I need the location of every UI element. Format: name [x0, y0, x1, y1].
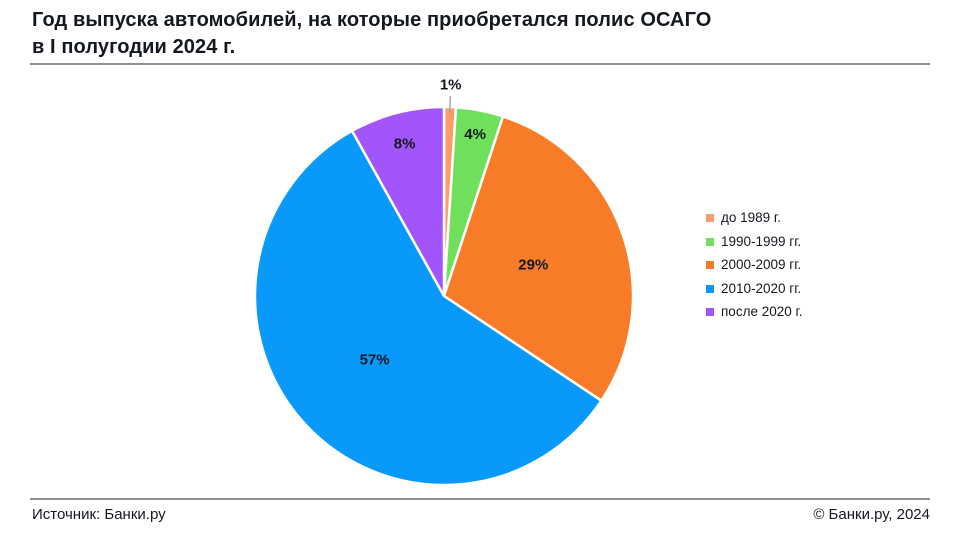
legend-label: 2010-2020 гг.: [721, 280, 802, 296]
legend-item-0: до 1989 г.: [706, 211, 803, 225]
legend-label: 1990-1999 гг.: [721, 233, 802, 249]
legend-swatch-icon: [706, 214, 714, 222]
legend-swatch-icon: [706, 308, 714, 316]
pie-slice-3: [253, 129, 603, 487]
legend-item-2: 2000-2009 гг.: [706, 258, 803, 272]
legend-swatch-icon: [706, 261, 714, 269]
legend: до 1989 г. 1990-1999 гг. 2000-2009 гг. 2010…: [706, 211, 803, 319]
pie-slice-value-label: 29%: [518, 257, 548, 274]
page-title-line-1: Год выпуска автомобилей, на которые прио…: [32, 9, 712, 31]
pie-slice-value-label: 4%: [464, 126, 486, 143]
legend-item-4: после 2020 г.: [706, 305, 803, 319]
label-leader-line: [449, 96, 452, 114]
header-divider: [30, 63, 930, 65]
footer-copyright: © Банки.ру, 2024: [813, 506, 930, 523]
footer-source: Источник: Банки.ру: [32, 506, 166, 523]
pie-slice-value-label: 57%: [360, 352, 390, 369]
pie-slice-value-label: 8%: [394, 136, 416, 153]
page-title-line-2: в I полугодии 2024 г.: [32, 36, 236, 58]
pie-slice-value-label: 1%: [440, 77, 462, 94]
legend-swatch-icon: [706, 284, 714, 293]
legend-item-1: 1990-1999 гг.: [706, 233, 803, 249]
pie-slice-4: [350, 105, 446, 298]
legend-item-3: 2010-2020 гг.: [706, 280, 803, 296]
header: Год выпуска автомобилей, на которые прио…: [32, 7, 928, 61]
footer-divider: [30, 498, 930, 500]
pie-slice-2: [442, 115, 635, 402]
legend-label: до 1989 г.: [721, 210, 781, 225]
legend-label: после 2020 г.: [721, 304, 803, 319]
legend-swatch-icon: [706, 237, 714, 246]
legend-label: 2000-2009 гг.: [721, 257, 802, 272]
